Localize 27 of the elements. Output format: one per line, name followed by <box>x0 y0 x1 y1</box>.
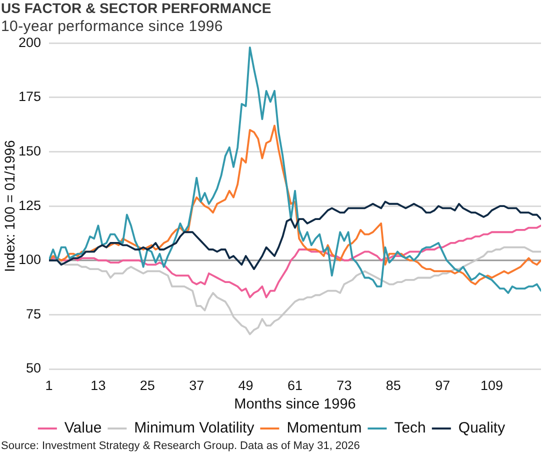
y-tick-label: 100 <box>18 252 41 268</box>
x-tick-label: 61 <box>287 378 303 393</box>
chart-title: US FACTOR & SECTOR PERFORMANCE <box>1 0 272 17</box>
x-tick-label: 37 <box>189 378 204 393</box>
chart-subtitle: 10-year performance since 1996 <box>1 18 223 35</box>
y-tick-label: 175 <box>18 89 41 104</box>
source-note: Source: Investment Strategy & Research Group. Data as of May 31, 2026 <box>1 440 360 453</box>
x-tick-label: 25 <box>140 378 155 393</box>
y-tick-label: 200 <box>18 34 41 50</box>
x-tick-label: 109 <box>480 378 504 393</box>
legend-label: Momentum <box>286 420 362 437</box>
y-tick-label: 75 <box>26 306 41 322</box>
legend-label: Minimum Volatility <box>134 420 255 437</box>
y-tick-label: 150 <box>18 143 41 158</box>
x-tick-label: 49 <box>238 378 254 393</box>
x-tick-label: 1 <box>45 378 53 393</box>
x-tick-label: 73 <box>336 378 352 393</box>
y-tick-label: 50 <box>26 360 41 376</box>
x-axis-title: Months since 1996 <box>234 396 356 412</box>
x-tick-label: 13 <box>90 378 106 393</box>
legend-label: Tech <box>394 420 426 437</box>
y-axis-title: Index: 100 = 01/1996 <box>1 140 18 272</box>
x-tick-label: 85 <box>386 378 401 393</box>
legend-label: Quality <box>458 420 506 437</box>
legend-label: Value <box>64 420 102 437</box>
x-tick-label: 97 <box>435 378 450 393</box>
y-tick-label: 125 <box>18 198 41 213</box>
